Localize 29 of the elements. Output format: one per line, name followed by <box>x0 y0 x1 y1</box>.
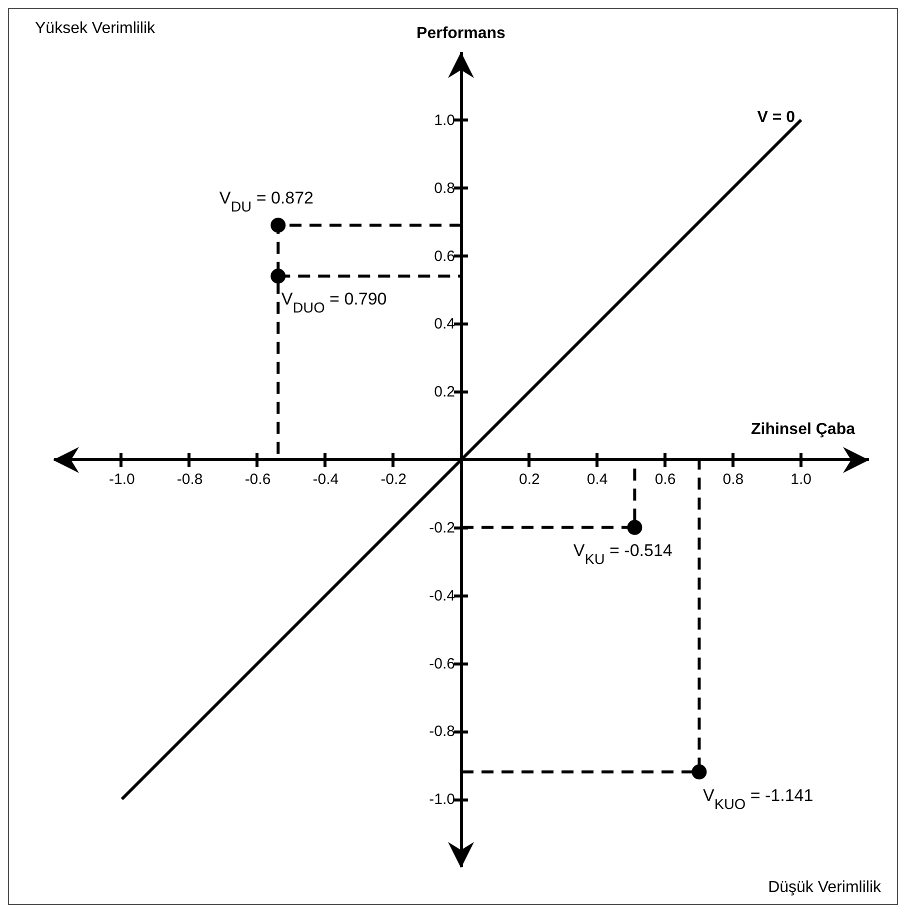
text: Düşük Verimlilik <box>768 879 882 896</box>
y-tick-label: 0.8 <box>434 180 455 197</box>
series-label: V = 0 <box>757 108 796 126</box>
y-tick-label: -0.8 <box>429 723 455 740</box>
y-tick-label: 0.2 <box>434 384 455 401</box>
text: Yüksek Verimlilik <box>35 20 156 37</box>
x-tick-label: 0.8 <box>722 471 744 488</box>
y-tick-label: 0.4 <box>434 316 455 333</box>
x-tick-label: -0.4 <box>312 471 339 488</box>
x-tick-label: 0.4 <box>586 471 608 488</box>
x-tick-label: 1.0 <box>790 471 812 488</box>
x-tick-label: 0.2 <box>518 471 540 488</box>
annotation: V$_{KU}$ = -0.514 <box>573 541 672 568</box>
x-tick-label: -1.0 <box>108 471 135 488</box>
x-tick-label: -0.6 <box>244 471 271 488</box>
annotation: V$_{DUO}$ = 0.790 <box>281 289 387 316</box>
y-tick-label: -0.6 <box>429 655 455 672</box>
x-tick-label: -0.2 <box>380 471 407 488</box>
x-tick-label: -0.8 <box>176 471 203 488</box>
y-axis-title: Performans <box>416 25 506 42</box>
annotation: V$_{KUO}$ = -1.141 <box>703 786 814 813</box>
y-tick-label: 0.6 <box>434 248 455 265</box>
y-tick-label: -0.2 <box>429 519 455 536</box>
y-tick-label: -1.0 <box>429 791 455 808</box>
x-tick-label: 0.6 <box>654 471 676 488</box>
y-tick-label: -0.4 <box>429 587 455 604</box>
annotation: V$_{DU}$ = 0.872 <box>219 188 314 216</box>
y-tick-label: 1.0 <box>434 112 455 129</box>
x-axis-title: Zihinsel Çaba <box>750 421 856 438</box>
